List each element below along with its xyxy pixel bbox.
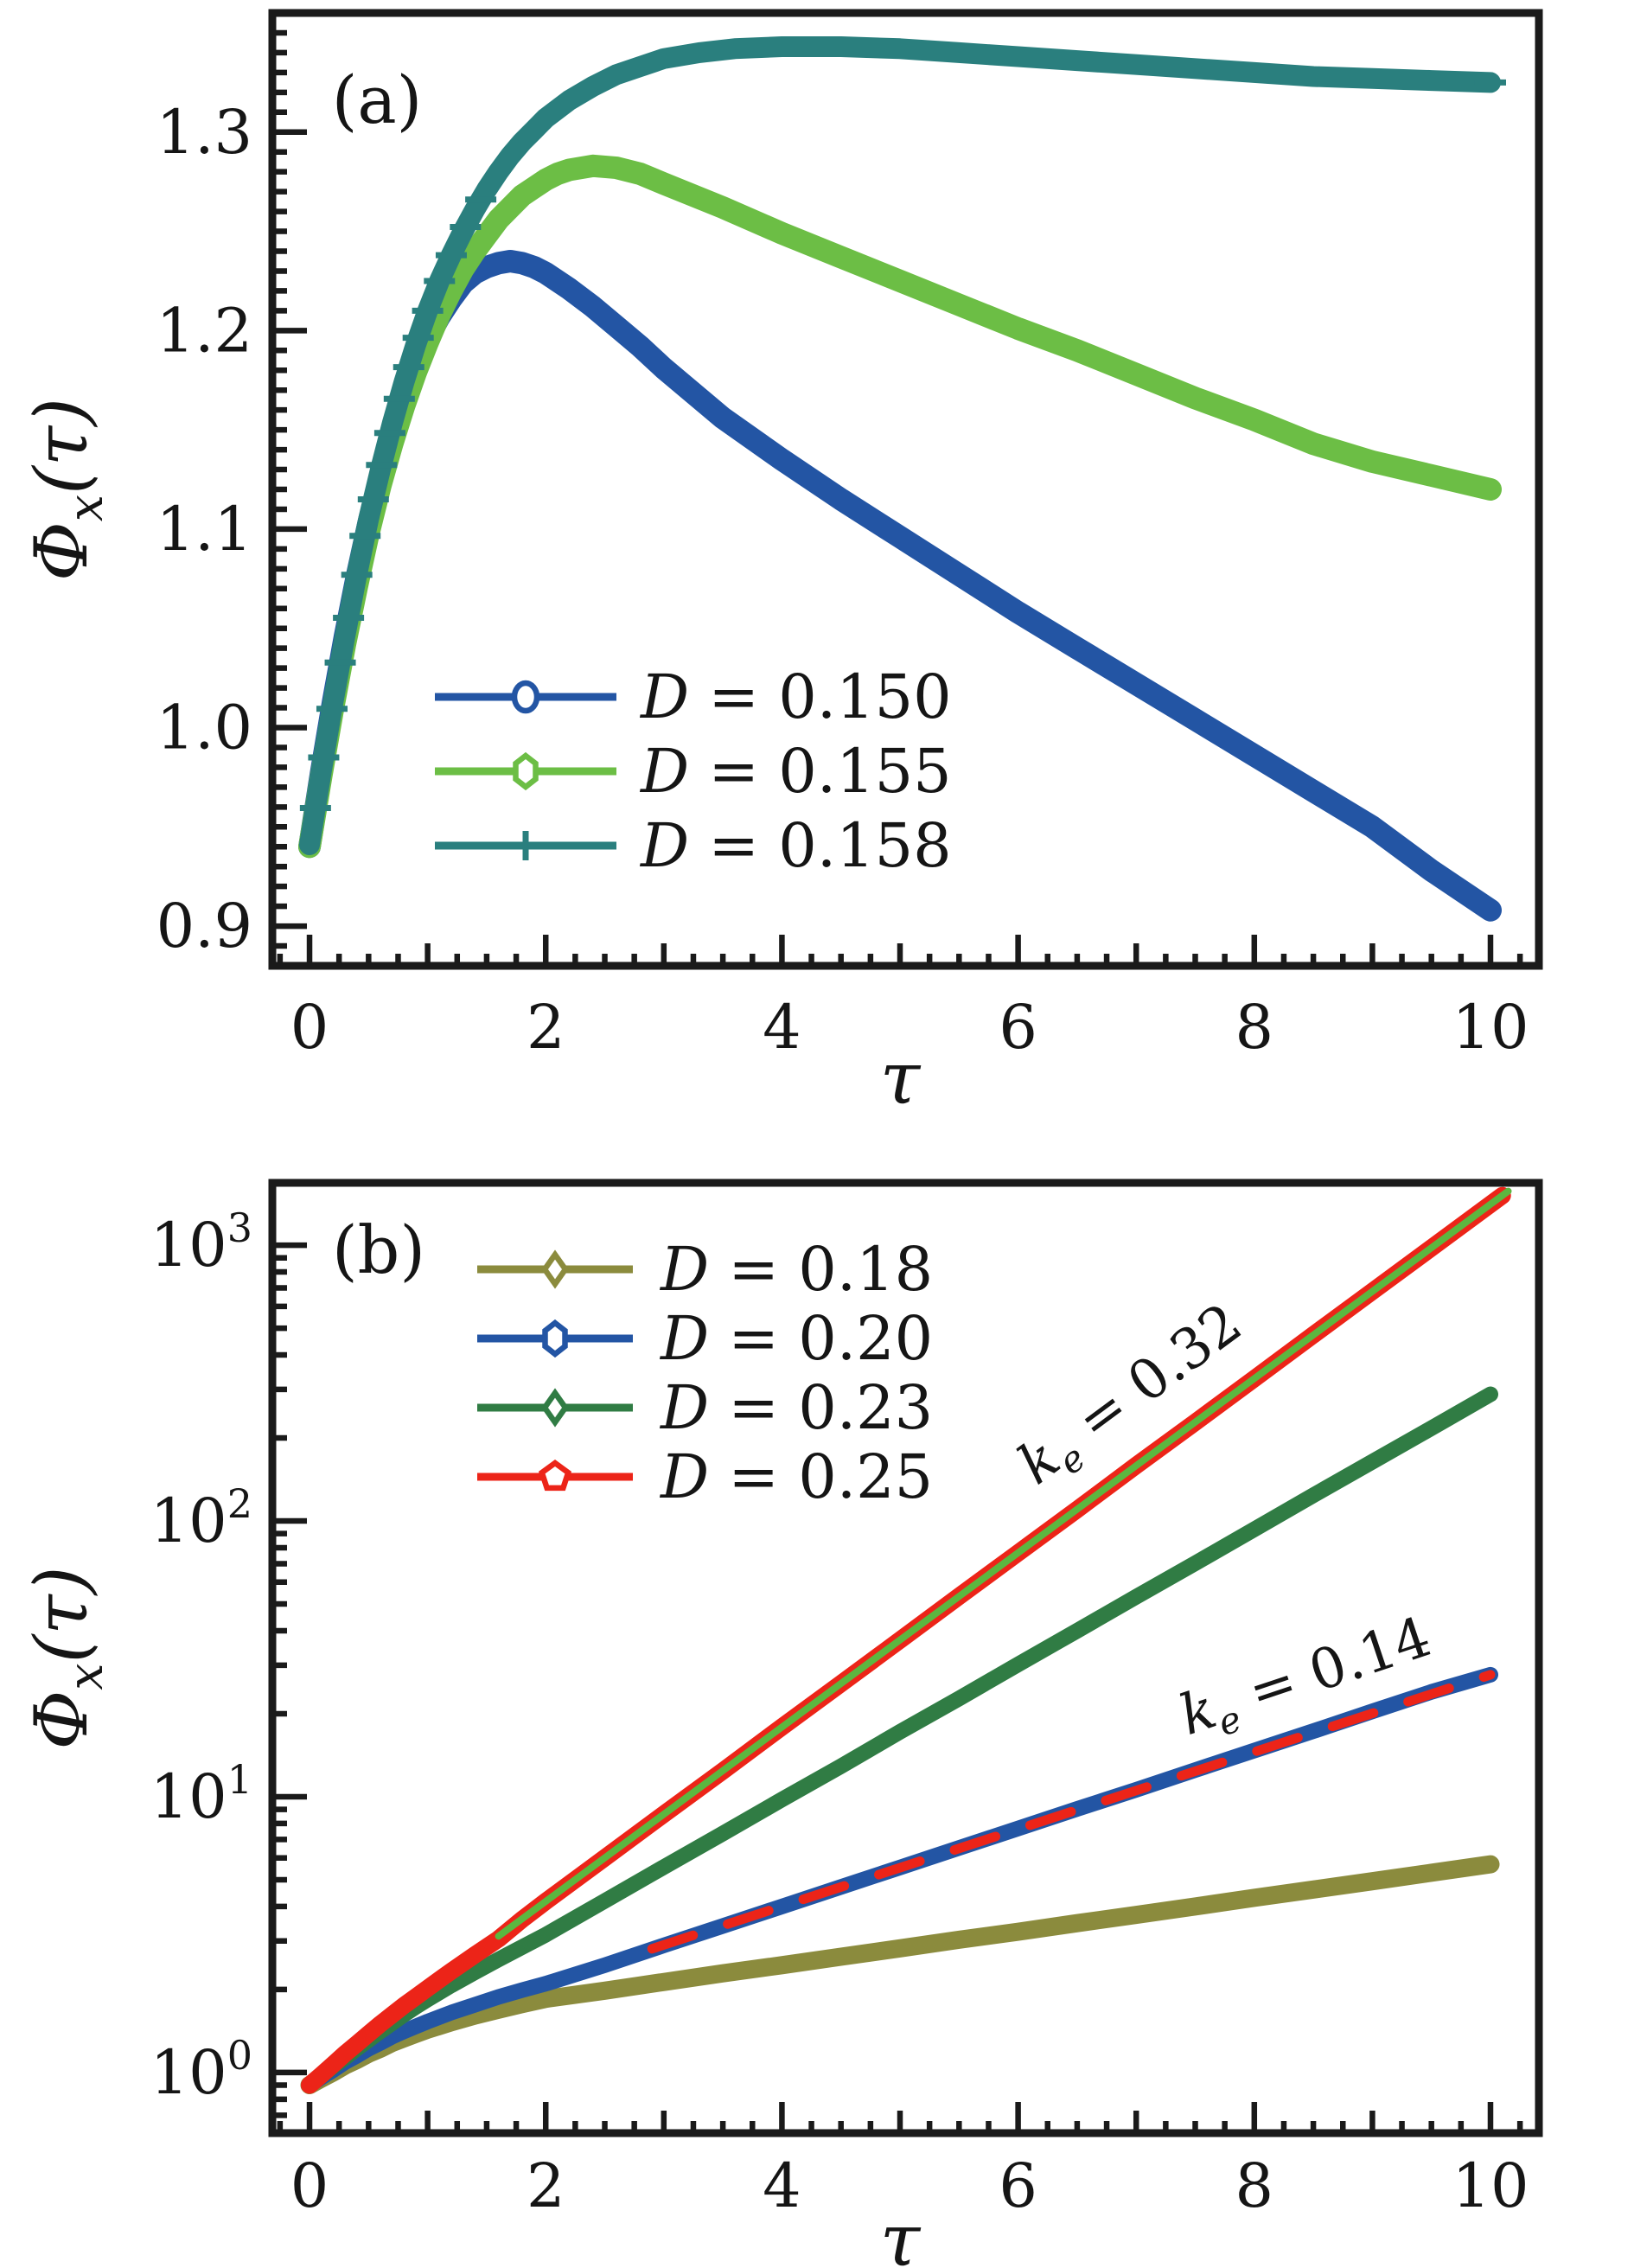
- x-tick-label: 4: [763, 992, 801, 1063]
- panel-a-ticks: [272, 29, 1523, 966]
- fit-line-b-0: [495, 1187, 1512, 1940]
- y-tick-label: 1.1: [156, 494, 252, 565]
- diamond-marker-icon: [541, 1388, 569, 1428]
- panel-b-legend: D = 0.18D = 0.20D = 0.23D = 0.25: [477, 1234, 933, 1512]
- y-axis-label: Φx(τ): [19, 398, 113, 581]
- y-tick-label: 100: [150, 2032, 252, 2108]
- diamond-marker-icon: [541, 1249, 569, 1289]
- y-tick-label: 1.0: [156, 693, 252, 763]
- fit-line-b-1: [647, 1670, 1496, 1954]
- legend-label: D = 0.18: [659, 1234, 933, 1305]
- x-tick-label: 10: [1452, 2150, 1529, 2221]
- legend-label: D = 0.155: [639, 736, 952, 807]
- x-tick-label: 4: [763, 2150, 801, 2221]
- y-tick-label: 0.9: [156, 891, 252, 962]
- series-a-2-curve: [299, 36, 1501, 855]
- panel-b-ticks: [272, 1242, 1523, 2133]
- x-tick-label: 8: [1235, 992, 1274, 1063]
- legend-label: D = 0.158: [639, 810, 952, 881]
- x-axis-label: τ: [880, 2198, 922, 2268]
- x-tick-label: 6: [999, 992, 1037, 1063]
- pentagon-marker-icon: [538, 1459, 572, 1492]
- circle-marker-icon: [511, 680, 540, 714]
- x-tick-label: 8: [1235, 2150, 1274, 2221]
- legend-label: D = 0.150: [639, 661, 952, 732]
- x-tick-label: 0: [290, 2150, 329, 2221]
- x-tick-label: 2: [527, 992, 565, 1063]
- x-tick-label: 10: [1452, 992, 1529, 1063]
- x-tick-label: 0: [290, 992, 329, 1063]
- panel-a-label: (a): [332, 61, 423, 138]
- y-tick-label: 1.3: [156, 97, 252, 168]
- legend-label: D = 0.20: [659, 1303, 933, 1374]
- y-tick-label: 103: [150, 1204, 252, 1281]
- x-tick-label: 2: [527, 2150, 565, 2221]
- panel-b-label: (b): [332, 1211, 425, 1288]
- legend-label: D = 0.23: [659, 1372, 933, 1443]
- y-tick-label: 102: [150, 1480, 252, 1556]
- panel-b-frame: [268, 1179, 1543, 2137]
- y-axis-label: Φx(τ): [19, 1567, 113, 1750]
- hexagon-marker-icon: [542, 1319, 568, 1358]
- legend-label: D = 0.25: [659, 1441, 933, 1512]
- hexagon-marker-icon: [513, 751, 539, 791]
- y-tick-label: 1.2: [156, 295, 252, 366]
- y-tick-label: 101: [150, 1756, 252, 1832]
- x-tick-label: 6: [999, 2150, 1037, 2221]
- x-axis-label: τ: [880, 1036, 922, 1121]
